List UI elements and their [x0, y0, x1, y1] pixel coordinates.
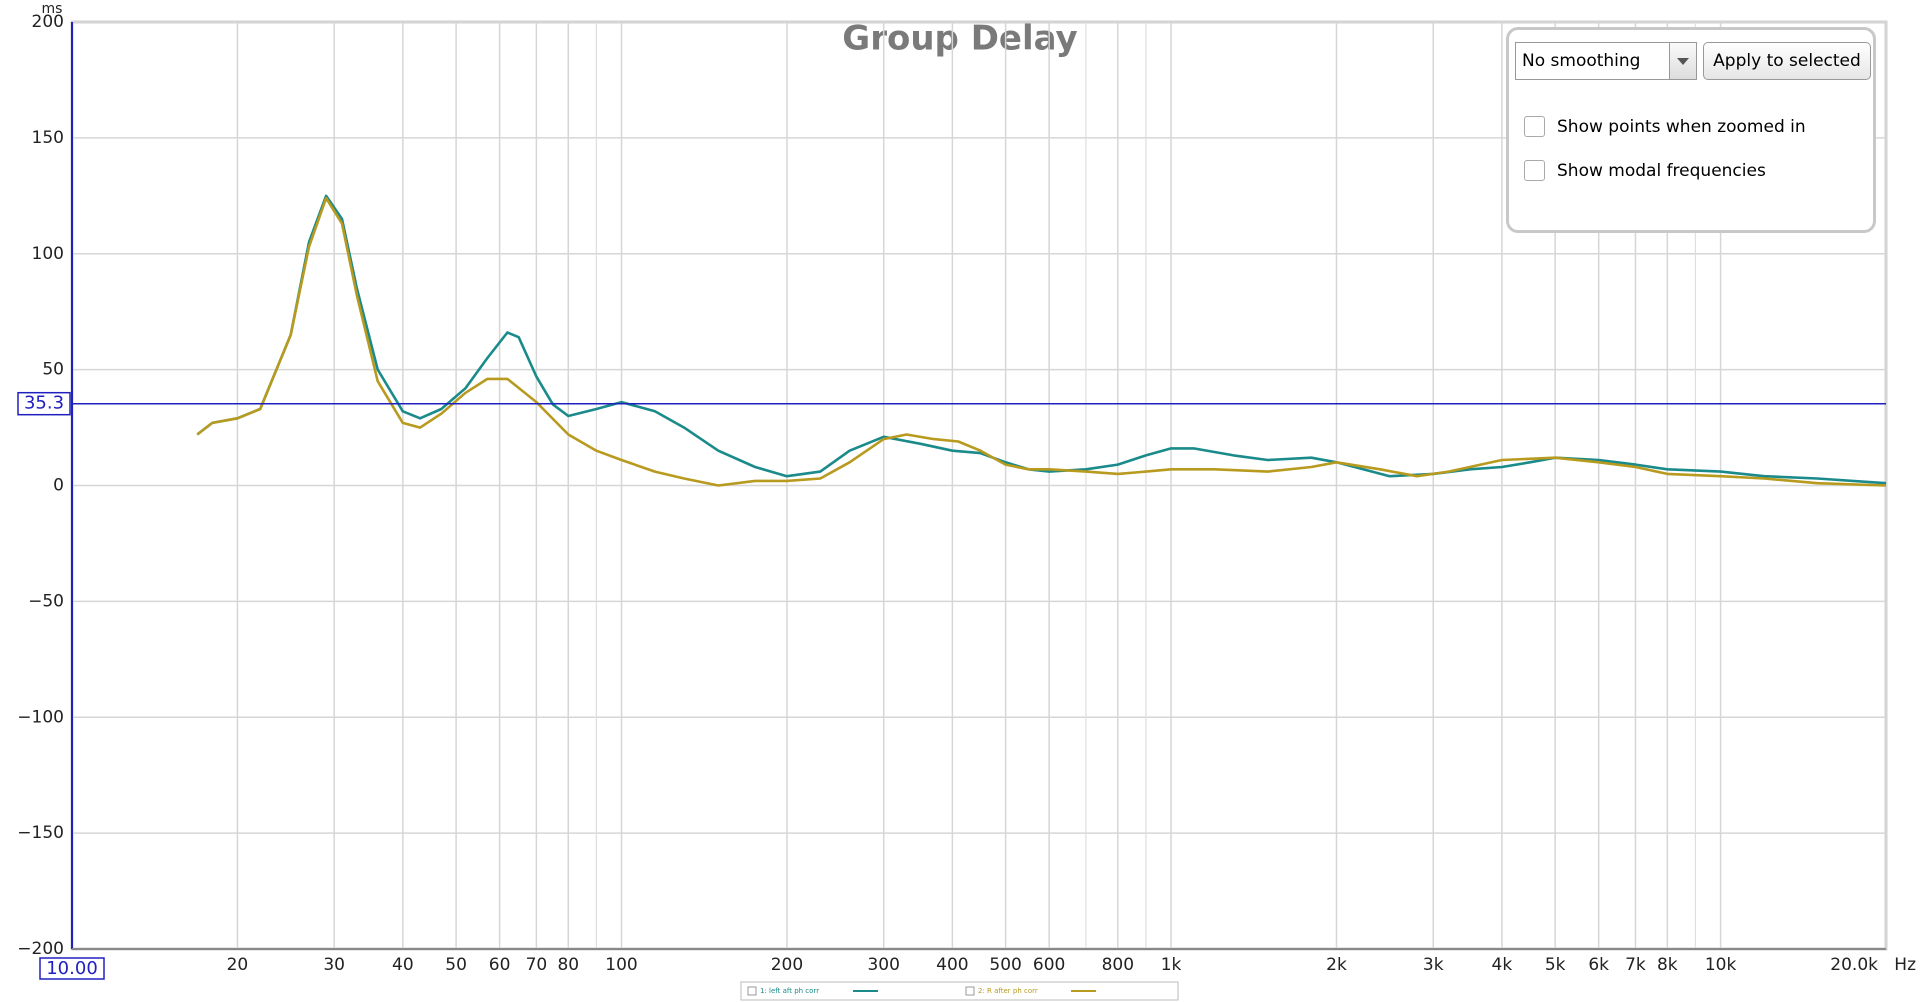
y-tick-label: 50 [42, 360, 64, 380]
legend-checkbox [965, 986, 975, 996]
legend-label: 2: R after ph corr [978, 987, 1038, 995]
chart-title: Group Delay [842, 19, 1077, 59]
x-tick-label: 5k [1545, 955, 1566, 975]
x-tick-label: 1k [1161, 955, 1182, 975]
checkbox-row[interactable]: Show modal frequencies [1524, 160, 1766, 181]
series-line [196, 196, 1887, 487]
x-tick-label: 6k [1588, 955, 1609, 975]
x-tick-label: 20.0k [1830, 955, 1878, 975]
apply-button[interactable]: Apply to selected [1703, 42, 1871, 80]
x-tick-label: 2k [1326, 955, 1347, 975]
checkbox[interactable] [1524, 160, 1545, 181]
legend-box [740, 981, 1179, 1001]
x-tick-label: 60 [489, 955, 511, 975]
x-tick-label: 800 [1102, 955, 1134, 975]
y-tick-label: 100 [32, 244, 64, 264]
x-tick-label: 400 [936, 955, 968, 975]
checkbox-label: Show modal frequencies [1557, 160, 1766, 181]
x-tick-label: 500 [989, 955, 1021, 975]
options-panel: No smoothing Apply to selected Show poin… [1506, 27, 1876, 233]
y-tick-label: −150 [17, 823, 64, 843]
legend-label: 1: left aft ph corr [760, 987, 819, 995]
x-tick-label: 80 [557, 955, 579, 975]
cursor-y-box [17, 391, 71, 416]
x-tick-label: 3k [1423, 955, 1444, 975]
x-tick-label: 600 [1033, 955, 1065, 975]
x-tick-label: 20 [227, 955, 249, 975]
y-tick-label: −100 [17, 707, 64, 727]
cursor-x-label: 10.00 [46, 958, 98, 979]
y-tick-label: 0 [53, 476, 64, 496]
series-line [196, 194, 1887, 485]
dropdown-text: No smoothing [1522, 51, 1641, 71]
checkbox[interactable] [1524, 116, 1545, 137]
x-tick-label: 40 [392, 955, 414, 975]
cursor-y-label: 35.3 [24, 393, 64, 414]
x-tick-label: 200 [771, 955, 803, 975]
cursor-x-box [39, 957, 105, 980]
x-tick-label: 70 [526, 955, 548, 975]
y-tick-label: 200 [32, 12, 64, 32]
checkbox-label: Show points when zoomed in [1557, 116, 1806, 137]
x-axis-label: Hz [1894, 955, 1916, 975]
dropdown-arrow[interactable] [1669, 43, 1696, 79]
smoothing-dropdown[interactable]: No smoothing [1515, 42, 1697, 80]
y-tick-label: 150 [32, 128, 64, 148]
y-tick-label: −50 [28, 591, 64, 611]
x-tick-label: 30 [323, 955, 345, 975]
x-tick-label: 7k [1625, 955, 1646, 975]
x-tick-label: 50 [445, 955, 467, 975]
x-tick-label: 100 [605, 955, 637, 975]
checkbox-row[interactable]: Show points when zoomed in [1524, 116, 1806, 137]
y-axis-label: ms [42, 1, 63, 17]
y-tick-label: −200 [17, 939, 64, 959]
legend-checkbox [747, 986, 757, 996]
x-tick-label: 8k [1657, 955, 1678, 975]
x-tick-label: 10k [1705, 955, 1737, 975]
x-tick-label: 4k [1492, 955, 1513, 975]
x-tick-label: 300 [867, 955, 899, 975]
